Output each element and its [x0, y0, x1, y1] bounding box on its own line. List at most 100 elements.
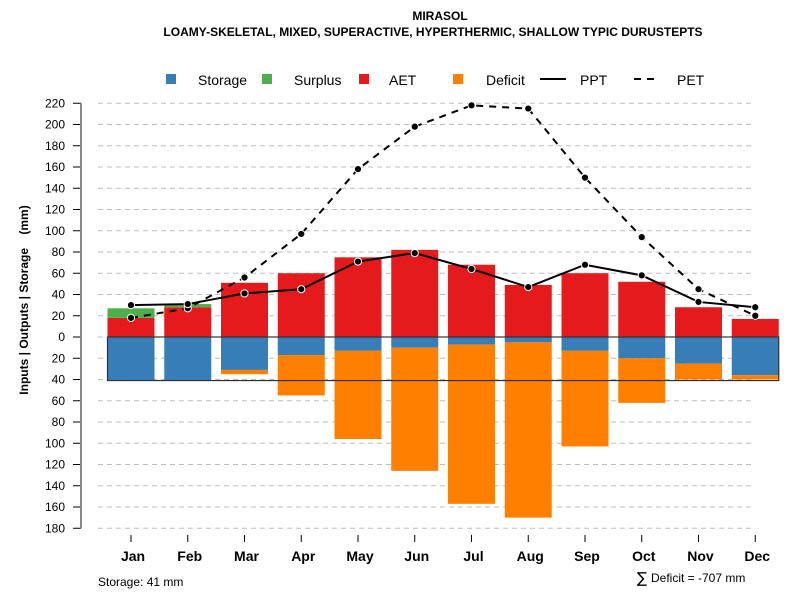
y-tick-label: 220	[45, 96, 65, 110]
ppt-point	[353, 257, 363, 266]
bar-aet	[504, 284, 552, 337]
x-tick-label: Jun	[404, 548, 429, 564]
x-tick-label: Jan	[121, 548, 145, 564]
bar-storage	[731, 337, 779, 376]
legend-label-pet: PET	[677, 72, 705, 88]
ppt-point	[637, 271, 646, 280]
bar-deficit	[391, 347, 439, 471]
pet-point	[580, 173, 590, 182]
pet-line	[130, 104, 756, 319]
bar-deficit	[277, 355, 325, 396]
x-tick-label: Dec	[744, 548, 770, 564]
bar-storage	[391, 337, 439, 348]
legend-label-ppt: PPT	[580, 72, 608, 88]
x-tick-label: Jul	[463, 548, 483, 564]
ppt-point	[240, 289, 249, 298]
y-tick-label: 120	[45, 458, 65, 472]
y-tick-label: 100	[45, 224, 65, 238]
x-tick-label: Feb	[177, 548, 202, 564]
legend-label-aet: AET	[389, 72, 417, 88]
pet-point	[297, 229, 306, 239]
y-tick-label: 40	[52, 288, 66, 302]
y-axis: 2202001801601401201008060402002040608010…	[45, 96, 82, 535]
pet-point	[694, 285, 703, 294]
y-tick-label: 140	[45, 181, 65, 195]
pet-point	[751, 311, 760, 320]
bar-aet	[731, 318, 779, 337]
bars	[107, 249, 779, 518]
bar-storage	[675, 337, 722, 364]
pet-point	[353, 165, 363, 174]
legend-swatch-storage	[166, 74, 176, 84]
storage-capacity-outline	[106, 336, 780, 382]
bar-aet	[107, 317, 155, 337]
y-axis-label: Inputs | Outputs | Storage (mm)	[17, 205, 31, 394]
bar-deficit	[561, 350, 609, 447]
sum-symbol: ∑	[637, 569, 647, 587]
ppt-point	[410, 248, 419, 258]
x-tick-label: May	[346, 548, 373, 564]
legend-swatch-aet	[359, 74, 369, 84]
pet-point	[126, 313, 136, 322]
ppt-point	[694, 297, 703, 307]
y-tick-label: 120	[45, 203, 65, 217]
lines	[126, 101, 760, 322]
pet-point	[524, 104, 533, 113]
ppt-point	[580, 260, 590, 269]
y-tick-label: 200	[45, 118, 65, 132]
bar-storage	[107, 337, 155, 381]
bar-surplus	[107, 308, 155, 318]
bar-deficit	[221, 369, 268, 375]
pet-point	[410, 122, 419, 131]
bar-storage	[448, 337, 495, 345]
x-tick-label: Nov	[687, 548, 714, 564]
pet-point	[637, 233, 646, 242]
bar-storage	[504, 337, 552, 343]
x-tick-label: Aug	[517, 548, 544, 564]
bar-storage	[277, 337, 325, 356]
deficit-note: Deficit = -707 mm	[651, 571, 745, 585]
chart-title: MIRASOL	[412, 9, 467, 23]
y-tick-label: 100	[45, 436, 65, 450]
bar-storage	[164, 337, 212, 381]
y-tick-label: 180	[45, 521, 65, 535]
bar-deficit	[334, 350, 382, 439]
legend-swatch-surplus	[262, 74, 272, 84]
bar-aet	[561, 273, 609, 337]
x-tick-label: Sep	[574, 548, 600, 564]
y-tick-label: 60	[52, 266, 66, 280]
y-tick-label: 0	[58, 330, 65, 344]
storage-note: Storage: 41 mm	[98, 575, 183, 589]
x-tick-label: Mar	[234, 548, 259, 564]
bar-aet	[334, 257, 382, 337]
y-tick-label: 180	[45, 139, 65, 153]
y-tick-label: 160	[45, 500, 65, 514]
x-tick-label: Apr	[291, 548, 316, 564]
y-tick-label: 160	[45, 160, 65, 174]
bar-storage	[334, 337, 382, 351]
legend-swatch-deficit	[453, 74, 463, 84]
legend-label-storage: Storage	[198, 72, 247, 88]
bar-deficit	[448, 344, 495, 504]
ppt-point	[467, 264, 476, 274]
y-tick-label: 60	[52, 394, 66, 408]
ppt-point	[751, 303, 760, 312]
legend-label-deficit: Deficit	[486, 72, 525, 88]
y-tick-label: 40	[52, 373, 66, 387]
ppt-point	[183, 299, 192, 309]
bar-deficit	[675, 363, 722, 380]
legend-label-surplus: Surplus	[294, 72, 341, 88]
bar-deficit	[504, 342, 552, 518]
x-axis: Jan Feb Mar Apr May Jun Jul Aug Sep Oct Nov Dec	[121, 535, 770, 564]
bar-aet	[448, 264, 495, 337]
chart-subtitle: LOAMY-SKELETAL, MIXED, SUPERACTIVE, HYPE…	[163, 25, 702, 39]
bar-deficit	[731, 375, 779, 380]
bar-storage	[618, 337, 666, 359]
y-tick-label: 20	[52, 351, 66, 365]
ppt-line	[130, 252, 756, 309]
bar-aet	[277, 273, 325, 337]
y-tick-label: 80	[52, 245, 66, 259]
bar-storage	[561, 337, 609, 351]
bar-aet	[391, 249, 439, 337]
